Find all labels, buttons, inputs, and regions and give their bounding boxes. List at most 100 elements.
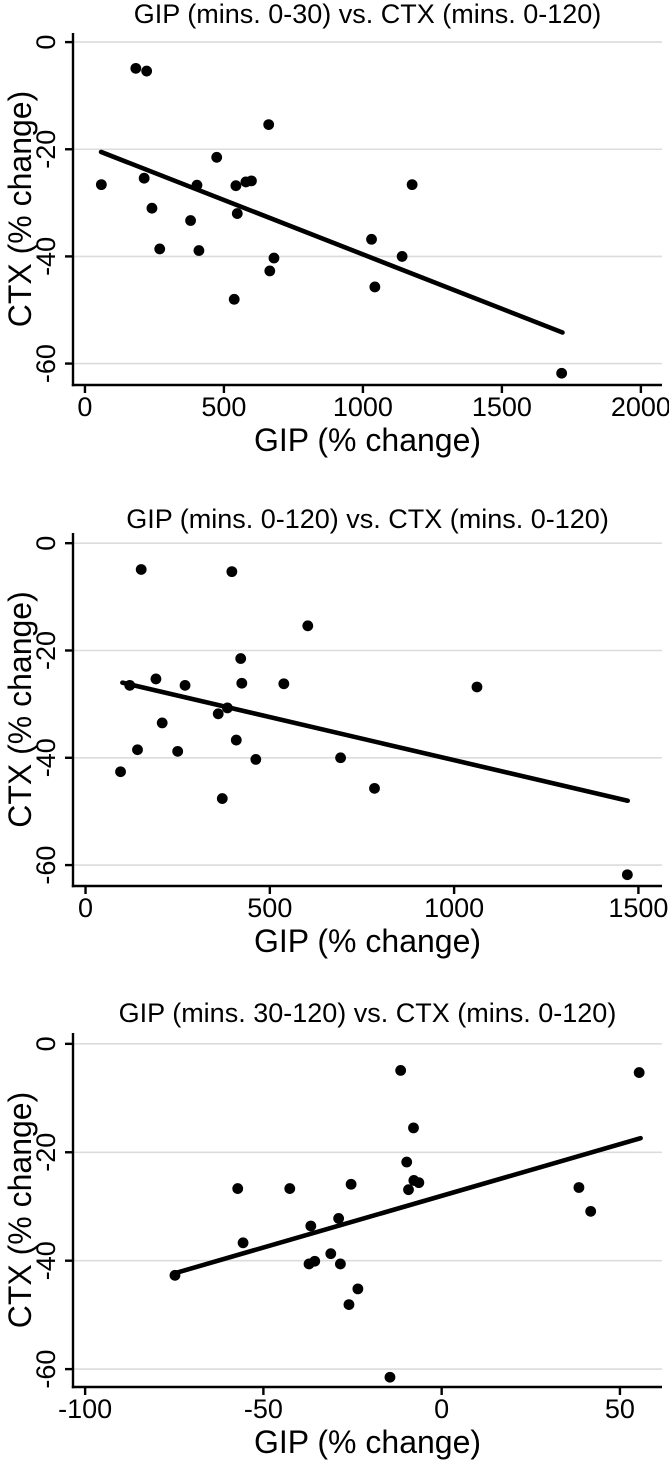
scatter-point [263,119,275,131]
scatter-point [232,1183,244,1194]
scatter-point [115,766,126,778]
scatter-point [135,564,147,575]
scatter-point [169,1269,181,1281]
scatter-point [345,1178,357,1190]
x-tick-label: -50 [244,1394,283,1424]
scatter-point [141,65,153,77]
scatter-point [235,653,247,664]
scatter-point [146,202,158,214]
scatter-point [246,175,257,187]
scatter-point [333,1213,345,1224]
scatter-point [585,1205,597,1217]
scatter-point [130,62,142,74]
scatter-point [230,734,242,746]
x-axis-title: GIP (% change) [254,1424,481,1460]
scatter-point [132,744,143,756]
y-tick-label: -40 [31,237,61,276]
y-tick-label: -60 [31,846,61,885]
scatter-point [369,782,380,794]
panel-3: -100 -50 0 50 0 -20 -40 -60 GIP (mins. 30-120) v… [2,998,662,1460]
scatter-point [268,252,280,264]
scatter-point [403,1184,414,1196]
trend-line [172,1135,643,1276]
scatter-point [230,180,242,192]
scatter-point [366,233,377,245]
scatter-point [406,179,418,191]
scatter-point [395,1065,407,1076]
trend-line [120,680,631,804]
scatter-point [369,281,381,293]
scatter-point [343,1299,355,1310]
scatter-point [471,681,483,693]
panel-2: 0 500 1000 1500 0 -20 -40 -60 GIP (mins. 0-120) … [2,504,668,959]
scatter-point [335,752,346,764]
scatter-point [150,673,162,685]
scatter-point [95,179,107,191]
scatter-point [226,566,238,578]
scatter-point [138,172,150,184]
scatter-point [211,151,223,163]
scatter-point [250,753,262,765]
scatter-point [633,1067,645,1078]
x-tick-label: -100 [58,1394,112,1424]
y-axis-title: CTX (% change) [2,591,38,828]
y-tick-label: -60 [31,1350,61,1389]
scatter-point [156,717,168,729]
y-tick-label: -20 [31,130,61,169]
panel-title: GIP (mins. 0-30) vs. CTX (mins. 0-120) [134,0,602,29]
y-tick-label: -60 [31,344,61,383]
x-axis-title: GIP (% change) [254,923,481,959]
scatter-point [303,1258,315,1270]
scatter-point [305,1220,317,1232]
x-axis-title: GIP (% change) [254,422,481,458]
scatter-point [228,293,240,305]
scatter-point [191,179,203,191]
scatter-point [401,1156,413,1168]
scatter-point [264,265,276,277]
scatter-point [172,745,184,757]
x-tick-label: 0 [434,1394,449,1424]
scatter-point [185,215,196,226]
x-tick-label: 500 [201,392,246,422]
scatter-point [396,251,408,262]
scatter-point [408,1122,419,1134]
y-tick-label: -40 [31,738,61,777]
y-tick-label: 0 [31,1036,61,1051]
scatter-point [621,869,633,881]
y-tick-label: -20 [31,631,61,670]
x-tick-label: 0 [77,392,92,422]
scatter-point [216,793,228,804]
scatter-point [284,1183,296,1194]
y-axis-title: CTX (% change) [2,91,38,328]
trend-line [98,149,565,335]
scatter-point [413,1177,425,1189]
y-tick-label: 0 [31,35,61,50]
panel-title: GIP (mins. 30-120) vs. CTX (mins. 0-120) [119,998,617,1028]
scatter-point [231,208,243,219]
x-tick-label: 1500 [608,893,668,923]
scatter-point [278,678,290,690]
panel-title: GIP (mins. 0-120) vs. CTX (mins. 0-120) [126,504,609,534]
y-tick-label: -20 [31,1133,61,1172]
x-tick-label: 2000 [611,392,669,422]
scatter-point [193,245,205,256]
x-tick-label: 0 [78,893,93,923]
panel-1: 0 500 1000 1500 2000 0 -20 -40 -60 GIP (mins. 0-3… [2,0,669,458]
scatter-point [154,243,166,255]
scatter-point [222,702,233,714]
scatter-point [556,367,568,379]
scatter-point [325,1248,337,1260]
y-axis-title: CTX (% change) [2,1092,38,1329]
x-tick-label: 50 [605,1394,635,1424]
y-tick-label: 0 [31,536,61,551]
scatter-point [124,679,136,691]
scatter-point [335,1258,346,1270]
scatter-point [302,620,314,632]
x-tick-label: 1000 [333,392,393,422]
scatter-point [179,679,191,691]
scatter-point [212,708,224,720]
x-tick-label: 1000 [424,893,484,923]
scatter-point [384,1371,396,1383]
scatter-point [352,1283,364,1295]
